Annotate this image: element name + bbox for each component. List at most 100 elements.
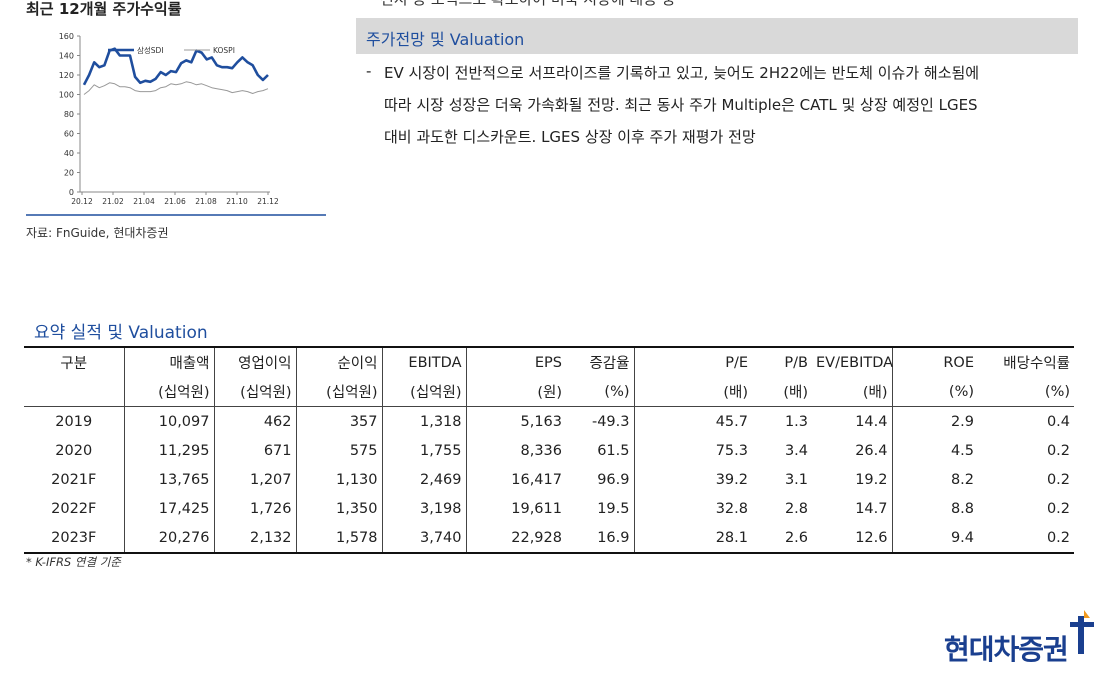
table-cell: 8,336 xyxy=(520,442,562,459)
table-row: 2022F 17,425 1,726 1,350 3,198 19,611 19.5 32.8… xyxy=(24,494,1074,523)
x-tick-label: 21.04 xyxy=(133,197,155,206)
table-cell: 17,425 xyxy=(124,494,215,523)
row-label-cell: 2020 xyxy=(24,436,125,465)
table-cell: -49.3 xyxy=(566,406,635,436)
chart-legend: 삼성SDI KOSPI xyxy=(108,45,235,55)
x-tick-label: 21.12 xyxy=(257,197,279,206)
table-cell: 1,207 xyxy=(214,465,297,494)
table-units-row: (십억원) (십억원) (십억원) (십억원) (원) (%) (배) (배) … xyxy=(24,377,1074,407)
table-cell: 3,198 xyxy=(382,494,467,523)
y-tick-label: 160 xyxy=(59,32,74,41)
unit-cell: (십억원) xyxy=(214,377,297,407)
bullet-dash: - xyxy=(366,62,372,80)
logo-mark-tip xyxy=(1084,610,1090,618)
x-tick-label: 21.02 xyxy=(102,197,124,206)
table-cell: 0.2 xyxy=(1046,500,1070,517)
table-cell: 3.4 xyxy=(784,442,808,459)
table-cell: 2.9 xyxy=(950,413,974,430)
outlook-line-1: EV 시장이 전반적으로 서프라이즈를 기록하고 있고, 늦어도 2H22에는 … xyxy=(384,64,980,82)
header-cell: 매출액 xyxy=(124,346,215,377)
header-cell: P/E xyxy=(634,346,752,377)
table-row: 2019 10,097 462 357 1,318 5,163 -49.3 45.7 1.3 14… xyxy=(24,406,1074,436)
table-cell: 16,417 xyxy=(511,471,562,488)
company-logo-text: 현대차증권 xyxy=(944,633,1069,666)
logo-mark-bar xyxy=(1078,616,1084,654)
y-tick-label: 100 xyxy=(59,91,74,100)
unit-cell: (원) xyxy=(466,377,566,407)
logo-mark-icon xyxy=(1070,610,1094,654)
table-cell: 462 xyxy=(214,406,297,436)
legend-label: 삼성SDI xyxy=(137,45,164,55)
outlook-heading-bar: 주가전망 및 Valuation xyxy=(356,18,1078,54)
unit-cell: (십억원) xyxy=(382,377,467,407)
table-cell: 0.2 xyxy=(1046,471,1070,488)
y-axis: 0 20 40 60 80 100 120 140 160 xyxy=(59,32,81,197)
chart-series xyxy=(82,47,269,95)
table-cell: 96.9 xyxy=(566,465,635,494)
table-cell: 0.4 xyxy=(1046,413,1070,430)
table-cell: 0.2 xyxy=(1046,442,1070,459)
table-cell: 575 xyxy=(296,436,383,465)
header-cell: 배당수익률 xyxy=(978,346,1074,377)
legend-label: KOSPI xyxy=(213,46,235,55)
table-cell: 28.1 xyxy=(634,523,752,554)
table-cell: 8.2 xyxy=(950,471,974,488)
table-cell: 2,469 xyxy=(382,465,467,494)
table-cell: 8.8 xyxy=(950,500,974,517)
table-cell: 22,928 xyxy=(466,523,566,554)
table-cell: 39.2 xyxy=(715,471,748,488)
table-cell: 12.6 xyxy=(812,523,893,554)
table-cell: 357 xyxy=(296,406,383,436)
unit-cell xyxy=(24,377,125,407)
valuation-table: 구분 매출액 영업이익 순이익 EBITDA EPS 증감율 P/E P/B E… xyxy=(24,346,1074,554)
unit-cell: (%) xyxy=(892,377,978,407)
table-row: 2023F 20,276 2,132 1,578 3,740 22,928 16.9 28.1… xyxy=(24,523,1074,554)
y-tick-label: 20 xyxy=(64,169,74,178)
table-cell: 1,726 xyxy=(214,494,297,523)
table-cell: 26.4 xyxy=(812,436,893,465)
series-line-kospi xyxy=(83,81,269,95)
table-cell: 1,130 xyxy=(296,465,383,494)
table-body: 2019 10,097 462 357 1,318 5,163 -49.3 45.7 1.3 14… xyxy=(24,406,1074,554)
chart-source: 자료: FnGuide, 현대차증권 xyxy=(26,226,169,240)
unit-cell: (십억원) xyxy=(124,377,215,407)
outlook-line-2: 따라 시장 성장은 더욱 가속화될 전망. 최근 동사 주가 Multiple은… xyxy=(384,96,978,114)
table-cell: 11,295 xyxy=(124,436,215,465)
table-cell: 3,740 xyxy=(382,523,467,554)
table-cell: 19,611 xyxy=(511,500,562,517)
table-cell: 14.4 xyxy=(812,406,893,436)
x-tick-label: 20.12 xyxy=(71,197,93,206)
table-cell: 32.8 xyxy=(715,500,748,517)
row-label-cell: 2021F xyxy=(24,465,125,494)
y-tick-label: 0 xyxy=(69,188,74,197)
valuation-table-title: 요약 실적 및 Valuation xyxy=(34,323,208,343)
y-tick-label: 80 xyxy=(64,110,74,119)
unit-cell: (%) xyxy=(566,377,635,407)
unit-cell: (배) xyxy=(634,377,752,407)
header-cell: EPS xyxy=(466,346,566,377)
chart-title: 최근 12개월 주가수익률 xyxy=(26,0,182,18)
header-cell: 구분 xyxy=(24,346,125,377)
y-tick-label: 40 xyxy=(64,149,74,158)
unit-cell: (배) xyxy=(812,377,893,407)
table-cell: 10,097 xyxy=(124,406,215,436)
row-label-cell: 2023F xyxy=(24,523,125,554)
unit-cell: (%) xyxy=(978,377,1074,407)
row-label-cell: 2019 xyxy=(24,406,125,436)
table-footnote: * K-IFRS 연결 기준 xyxy=(26,555,121,569)
cutoff-text-line: 전지 등 포직으로 확보하여 미국 시장에 대응 중 xyxy=(380,0,676,9)
unit-cell: (배) xyxy=(752,377,812,407)
table-cell: 2.8 xyxy=(784,500,808,517)
header-cell: 증감율 xyxy=(566,346,635,377)
x-tick-label: 21.08 xyxy=(195,197,217,206)
table-cell: 20,276 xyxy=(124,523,215,554)
table-row: 2020 11,295 671 575 1,755 8,336 61.5 75.3 3.4 26.… xyxy=(24,436,1074,465)
y-tick-label: 140 xyxy=(59,52,74,61)
table-cell: 2.6 xyxy=(752,523,812,554)
header-cell: 순이익 xyxy=(296,346,383,377)
header-cell: P/B xyxy=(752,346,812,377)
table-cell: 671 xyxy=(214,436,297,465)
table-cell: 61.5 xyxy=(566,436,635,465)
header-cell: EBITDA xyxy=(382,346,467,377)
table-cell: 1,578 xyxy=(296,523,383,554)
